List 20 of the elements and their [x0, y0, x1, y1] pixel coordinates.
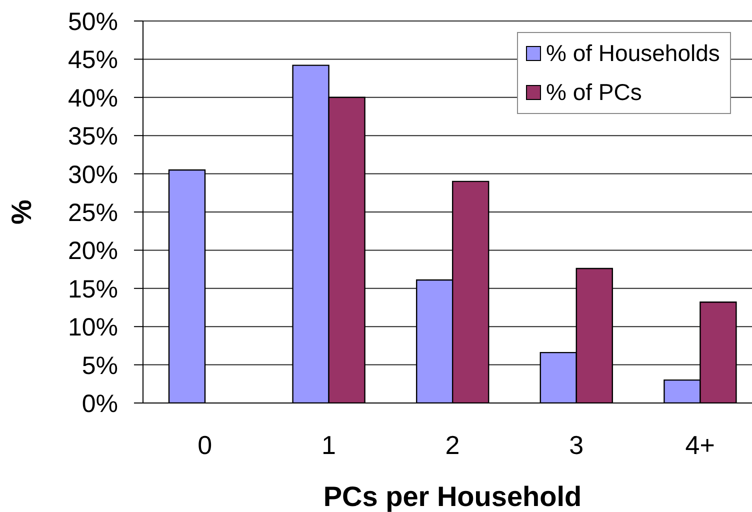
y-tick-label: 5% [82, 352, 118, 380]
x-tick-label: 3 [569, 430, 584, 460]
y-axis-title: % [6, 199, 37, 224]
x-tick-label: 4+ [685, 430, 715, 460]
x-tick-label: 0 [198, 430, 212, 460]
y-tick-label: 35% [68, 122, 118, 151]
y-tick-label: 40% [68, 84, 118, 112]
y-tick-label: 25% [68, 199, 118, 227]
y-tick-label: 0% [82, 390, 118, 418]
x-tick-label: 1 [321, 430, 336, 460]
legend-label: % of PCs [546, 79, 642, 106]
y-tick-label: 50% [68, 8, 118, 36]
x-axis-title: PCs per Household [323, 481, 582, 512]
legend-label: % of Households [546, 40, 720, 67]
y-tick-label: 20% [68, 237, 118, 266]
y-tick-label: 30% [68, 160, 118, 189]
y-tick-label: 10% [68, 314, 118, 342]
y-tick-label: 45% [68, 46, 118, 74]
y-tick-label: 15% [68, 275, 118, 304]
x-tick-label: 2 [445, 430, 460, 460]
